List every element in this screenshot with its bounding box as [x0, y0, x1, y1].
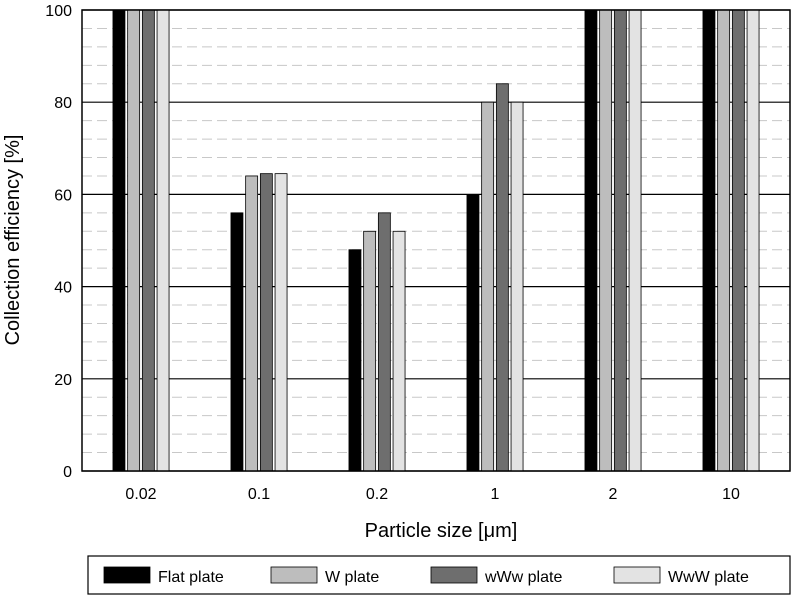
legend-label-www-plate: wWw plate [484, 569, 562, 586]
legend-label-w-plate: W plate [325, 569, 379, 586]
y-tick-label: 100 [45, 3, 72, 20]
x-tick-label: 0.1 [248, 486, 270, 503]
bar-www-plate-10 [731, 9, 745, 472]
bar-www-plate-0.1 [274, 173, 288, 472]
bar-w-plate-2 [599, 9, 613, 472]
legend-swatch-w-plate [270, 566, 318, 584]
bar-www-plate-0.02 [141, 9, 155, 472]
legend-label-www-plate: WwW plate [668, 569, 749, 586]
bar-w-plate-0.1 [245, 175, 259, 472]
y-axis-label: Collection efficiency [%] [2, 135, 24, 346]
x-tick-label: 1 [491, 486, 500, 503]
bar-flat-plate-0.02 [112, 9, 126, 472]
y-tick-label: 80 [54, 95, 72, 112]
bar-flat-plate-1 [466, 193, 480, 472]
bar-www-plate-1 [510, 101, 524, 472]
axes [81, 9, 791, 472]
plot-frame [81, 9, 791, 472]
legend-swatch-www-plate [430, 566, 478, 584]
tick-labels: 0 20 40 60 80 100 0.02 0.1 0.2 1 2 10 [45, 3, 740, 503]
bar-w-plate-0.02 [127, 9, 141, 472]
legend-swatch-flat-plate [103, 566, 151, 584]
legend-label-flat-plate: Flat plate [158, 569, 224, 586]
x-tick-label: 0.2 [366, 486, 388, 503]
y-tick-label: 20 [54, 372, 72, 389]
bar-w-plate-0.2 [363, 230, 377, 472]
bar-flat-plate-0.1 [230, 212, 244, 472]
legend-swatch-www-plate [613, 566, 661, 584]
bar-www-plate-2 [613, 9, 627, 472]
y-tick-label: 40 [54, 280, 72, 297]
x-tick-label: 0.02 [125, 486, 156, 503]
bars [112, 9, 760, 472]
bar-w-plate-10 [717, 9, 731, 472]
x-tick-label: 10 [722, 486, 740, 503]
x-axis-label: Particle size [μm] [365, 520, 518, 542]
y-tick-label: 60 [54, 187, 72, 204]
bar-www-plate-0.2 [377, 212, 391, 472]
bar-www-plate-10 [746, 9, 760, 472]
grid-lines [82, 9, 790, 472]
y-tick-label: 0 [63, 464, 72, 481]
bar-www-plate-0.2 [392, 230, 406, 472]
bar-www-plate-2 [628, 9, 642, 472]
bar-www-plate-0.02 [156, 9, 170, 472]
legend: Flat plate W plate wWw plate WwW plate [87, 555, 791, 595]
bar-www-plate-0.1 [259, 173, 273, 472]
bar-flat-plate-10 [702, 9, 716, 472]
x-tick-label: 2 [609, 486, 618, 503]
bar-flat-plate-0.2 [348, 249, 362, 472]
bar-flat-plate-2 [584, 9, 598, 472]
bar-w-plate-1 [481, 101, 495, 472]
bar-www-plate-1 [495, 83, 509, 472]
